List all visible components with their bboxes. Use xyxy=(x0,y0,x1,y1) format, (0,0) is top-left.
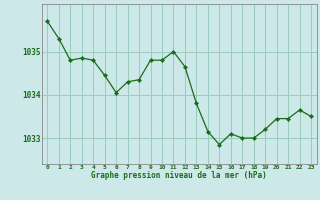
X-axis label: Graphe pression niveau de la mer (hPa): Graphe pression niveau de la mer (hPa) xyxy=(91,171,267,180)
